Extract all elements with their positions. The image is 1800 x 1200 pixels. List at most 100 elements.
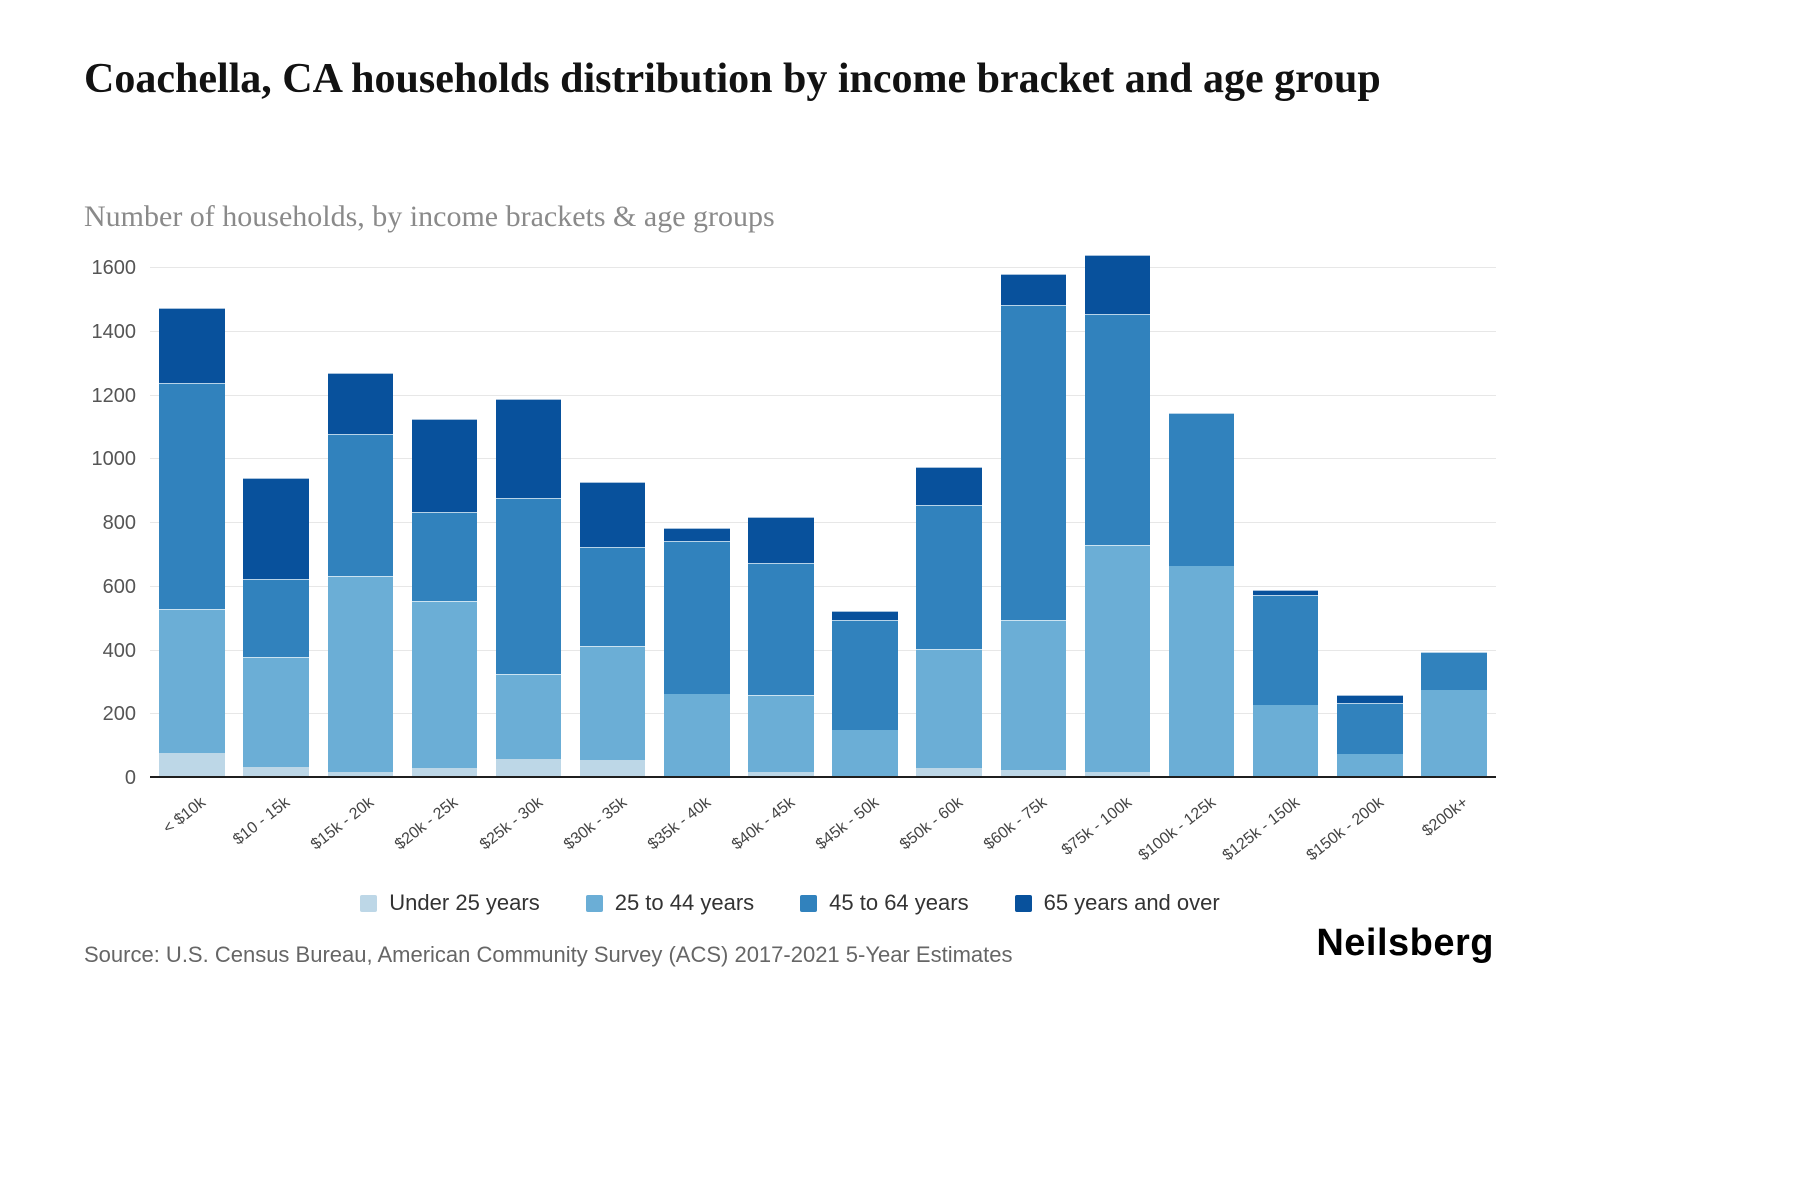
x-tick-slot: $20k - 25k (392, 778, 486, 883)
bar-segment (1000, 620, 1067, 771)
x-tick-label: $25k - 30k (476, 794, 546, 854)
bar-segment (243, 766, 309, 778)
bar-segment (327, 433, 394, 576)
bar-segment (832, 620, 898, 731)
bar-segment (495, 674, 562, 759)
legend-item: Under 25 years (360, 890, 540, 916)
bar-segment (664, 693, 730, 778)
x-tick-label: $60k - 75k (981, 794, 1051, 854)
x-tick-label: $35k - 40k (644, 794, 715, 854)
stacked-bar (832, 610, 898, 778)
x-tick-slot: $150k - 200k (1304, 778, 1412, 883)
bar-$25k - 30k (487, 268, 571, 778)
legend-label: 25 to 44 years (614, 890, 755, 915)
bar-segment (1084, 255, 1151, 315)
bar-segment (159, 307, 225, 383)
bar-segment (1252, 594, 1319, 705)
y-tick-label: 1400 (91, 320, 137, 343)
legend-swatch (360, 894, 378, 912)
y-tick-label: 200 (102, 703, 136, 726)
source-attribution: Source: U.S. Census Bureau, American Com… (84, 942, 1013, 967)
bar-segment (664, 540, 730, 694)
bar-segment (748, 695, 814, 772)
bar-segment (832, 610, 898, 621)
legend-label: Under 25 years (389, 890, 540, 915)
bar-segment (1084, 771, 1151, 778)
bar-segment (243, 478, 309, 579)
legend-item: 45 to 64 years (800, 890, 969, 916)
x-tick-slot: $35k - 40k (645, 778, 739, 883)
x-tick-label: $15k - 20k (308, 794, 378, 854)
stacked-bar (1084, 255, 1151, 778)
bar-segment (579, 481, 646, 547)
x-tick-slot: $25k - 30k (476, 778, 571, 883)
x-tick-label: $10 - 15k (230, 794, 294, 849)
bar-< $10k (150, 268, 234, 778)
bar-segment (411, 768, 478, 778)
legend-label: 45 to 64 years (829, 890, 969, 915)
bar-segment (1168, 566, 1235, 778)
bar-segment (579, 546, 646, 646)
bar-segment (159, 382, 225, 610)
y-tick-label: 1200 (91, 384, 137, 407)
x-tick-label: $20k - 25k (392, 794, 462, 854)
bar-segment (243, 578, 309, 657)
x-tick-slot: $60k - 75k (981, 778, 1075, 883)
gridline (150, 330, 1496, 332)
bar-segment (916, 467, 982, 506)
bar-$50k - 60k (907, 268, 991, 778)
legend-swatch (585, 894, 603, 912)
bar-$200k+ (1412, 268, 1496, 778)
gridline (150, 458, 1496, 460)
bar-segment (1000, 770, 1067, 778)
bar-segment (1337, 754, 1403, 778)
y-tick-label: 0 (124, 767, 136, 789)
legend: Under 25 years 25 to 44 years 45 to 64 yea… (84, 890, 1496, 916)
bar-$45k - 50k (823, 268, 907, 778)
bar-segment (1252, 589, 1319, 595)
bar-segment (327, 373, 394, 434)
legend-swatch (1014, 894, 1032, 912)
x-tick-label: $50k - 60k (897, 794, 967, 854)
bar-$30k - 35k (571, 268, 655, 778)
x-tick-slot: $125k - 150k (1220, 778, 1328, 883)
legend-swatch (800, 894, 818, 912)
bar-$125k - 150k (1244, 268, 1328, 778)
stacked-bar (748, 516, 814, 778)
x-tick-slot: $200k+ (1412, 778, 1496, 883)
bar-$60k - 75k (991, 268, 1075, 778)
bar-segment (327, 771, 394, 778)
x-tick-label: $30k - 35k (560, 794, 630, 854)
y-tick-label: 800 (102, 512, 136, 534)
gridline (150, 713, 1496, 715)
x-tick-slot: $45k - 50k (813, 778, 907, 883)
stacked-bar (327, 373, 394, 778)
gridline (150, 649, 1496, 651)
bar-segment (748, 516, 814, 563)
bar-$40k - 45k (739, 268, 823, 778)
bar-segment (1252, 704, 1319, 778)
stacked-bar (579, 481, 646, 778)
gridline (150, 585, 1496, 587)
x-axis-labels: < $10k $10 - 15k $15k - 20k $20k - 25k $25k … (150, 778, 1496, 883)
stacked-bar (159, 307, 225, 778)
bar-segment (1421, 690, 1487, 778)
x-tick-slot: $40k - 45k (729, 778, 823, 883)
x-tick-label: $40k - 45k (728, 794, 799, 854)
bar-segment (1337, 695, 1403, 704)
bar-segment (1000, 274, 1067, 305)
legend-label: 65 years and over (1043, 890, 1220, 915)
bar-segment (411, 511, 478, 602)
plot-area (150, 255, 1496, 778)
stacked-bar (916, 467, 982, 778)
stacked-bar-chart: 0 200 400 600 800 1000 1200 1400 1600 < $10k $10 … (84, 255, 1496, 883)
chart-title: Coachella, CA households distribution by… (84, 56, 1381, 102)
bar-$20k - 25k (402, 268, 486, 778)
bar-segment (1168, 413, 1235, 567)
bar-segment (411, 419, 478, 512)
x-tick-slot: $15k - 20k (308, 778, 402, 883)
bar-segment (1337, 703, 1403, 755)
stacked-bar (495, 398, 562, 778)
legend-item: 65 years and over (1014, 890, 1220, 916)
